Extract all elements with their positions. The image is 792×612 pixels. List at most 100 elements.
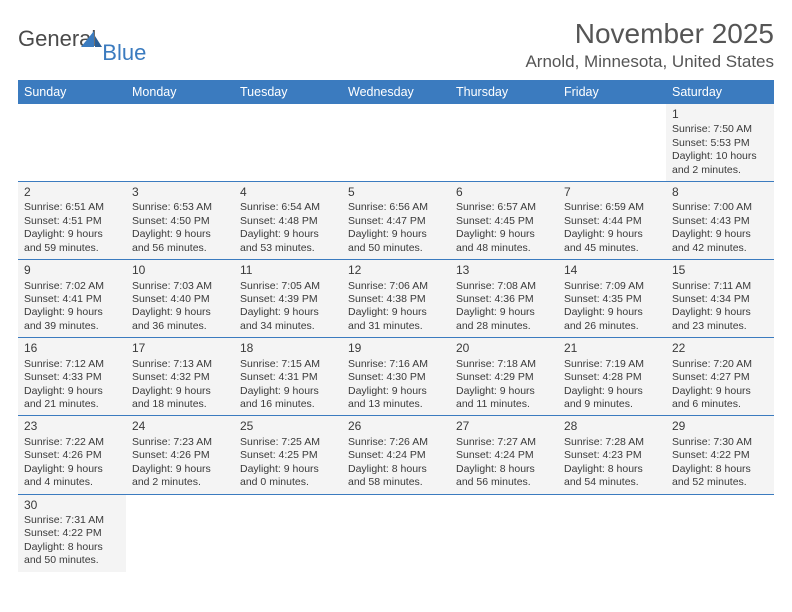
- sunset-text: Sunset: 4:45 PM: [456, 215, 552, 228]
- daylight-text: and 53 minutes.: [240, 242, 336, 255]
- location: Arnold, Minnesota, United States: [525, 52, 774, 72]
- sunset-text: Sunset: 4:36 PM: [456, 293, 552, 306]
- day-cell-28: 28Sunrise: 7:28 AMSunset: 4:23 PMDayligh…: [558, 416, 666, 493]
- sunset-text: Sunset: 4:30 PM: [348, 371, 444, 384]
- day-cell-empty: [666, 495, 774, 572]
- sunrise-text: Sunrise: 7:06 AM: [348, 280, 444, 293]
- week-row: 1Sunrise: 7:50 AMSunset: 5:53 PMDaylight…: [18, 104, 774, 182]
- day-cell-3: 3Sunrise: 6:53 AMSunset: 4:50 PMDaylight…: [126, 182, 234, 259]
- sunset-text: Sunset: 4:40 PM: [132, 293, 228, 306]
- daylight-text: Daylight: 10 hours: [672, 150, 768, 163]
- daylight-text: and 42 minutes.: [672, 242, 768, 255]
- day-cell-empty: [234, 104, 342, 181]
- sunrise-text: Sunrise: 7:18 AM: [456, 358, 552, 371]
- day-number: 12: [348, 263, 444, 278]
- daylight-text: and 39 minutes.: [24, 320, 120, 333]
- day-number: 6: [456, 185, 552, 200]
- sail-icon: [80, 28, 104, 54]
- weekday-header-row: SundayMondayTuesdayWednesdayThursdayFrid…: [18, 80, 774, 104]
- sunset-text: Sunset: 4:29 PM: [456, 371, 552, 384]
- daylight-text: and 4 minutes.: [24, 476, 120, 489]
- daylight-text: and 26 minutes.: [564, 320, 660, 333]
- day-number: 23: [24, 419, 120, 434]
- weekday-friday: Friday: [558, 80, 666, 104]
- sunrise-text: Sunrise: 7:09 AM: [564, 280, 660, 293]
- sunset-text: Sunset: 4:50 PM: [132, 215, 228, 228]
- sunset-text: Sunset: 4:44 PM: [564, 215, 660, 228]
- sunrise-text: Sunrise: 7:27 AM: [456, 436, 552, 449]
- day-cell-empty: [450, 104, 558, 181]
- day-cell-23: 23Sunrise: 7:22 AMSunset: 4:26 PMDayligh…: [18, 416, 126, 493]
- daylight-text: and 0 minutes.: [240, 476, 336, 489]
- day-cell-30: 30Sunrise: 7:31 AMSunset: 4:22 PMDayligh…: [18, 495, 126, 572]
- week-row: 16Sunrise: 7:12 AMSunset: 4:33 PMDayligh…: [18, 338, 774, 416]
- day-number: 21: [564, 341, 660, 356]
- daylight-text: Daylight: 9 hours: [24, 463, 120, 476]
- day-number: 5: [348, 185, 444, 200]
- day-cell-16: 16Sunrise: 7:12 AMSunset: 4:33 PMDayligh…: [18, 338, 126, 415]
- day-number: 7: [564, 185, 660, 200]
- day-cell-empty: [18, 104, 126, 181]
- day-cell-empty: [450, 495, 558, 572]
- daylight-text: and 2 minutes.: [132, 476, 228, 489]
- sunset-text: Sunset: 4:25 PM: [240, 449, 336, 462]
- day-number: 26: [348, 419, 444, 434]
- weekday-wednesday: Wednesday: [342, 80, 450, 104]
- daylight-text: Daylight: 8 hours: [348, 463, 444, 476]
- day-number: 10: [132, 263, 228, 278]
- day-cell-6: 6Sunrise: 6:57 AMSunset: 4:45 PMDaylight…: [450, 182, 558, 259]
- day-cell-22: 22Sunrise: 7:20 AMSunset: 4:27 PMDayligh…: [666, 338, 774, 415]
- day-number: 15: [672, 263, 768, 278]
- daylight-text: and 21 minutes.: [24, 398, 120, 411]
- title-block: November 2025 Arnold, Minnesota, United …: [525, 18, 774, 72]
- day-cell-11: 11Sunrise: 7:05 AMSunset: 4:39 PMDayligh…: [234, 260, 342, 337]
- sunrise-text: Sunrise: 7:20 AM: [672, 358, 768, 371]
- day-number: 28: [564, 419, 660, 434]
- logo: General Blue: [18, 18, 164, 52]
- sunrise-text: Sunrise: 7:30 AM: [672, 436, 768, 449]
- day-cell-26: 26Sunrise: 7:26 AMSunset: 4:24 PMDayligh…: [342, 416, 450, 493]
- sunrise-text: Sunrise: 7:12 AM: [24, 358, 120, 371]
- sunset-text: Sunset: 4:24 PM: [348, 449, 444, 462]
- day-cell-20: 20Sunrise: 7:18 AMSunset: 4:29 PMDayligh…: [450, 338, 558, 415]
- sunset-text: Sunset: 4:28 PM: [564, 371, 660, 384]
- day-number: 25: [240, 419, 336, 434]
- daylight-text: Daylight: 8 hours: [672, 463, 768, 476]
- daylight-text: Daylight: 9 hours: [672, 385, 768, 398]
- logo-text-2: Blue: [102, 40, 146, 66]
- daylight-text: Daylight: 9 hours: [24, 306, 120, 319]
- sunset-text: Sunset: 4:26 PM: [132, 449, 228, 462]
- sunrise-text: Sunrise: 7:03 AM: [132, 280, 228, 293]
- daylight-text: and 2 minutes.: [672, 164, 768, 177]
- day-cell-empty: [558, 104, 666, 181]
- day-number: 24: [132, 419, 228, 434]
- day-cell-27: 27Sunrise: 7:27 AMSunset: 4:24 PMDayligh…: [450, 416, 558, 493]
- day-number: 9: [24, 263, 120, 278]
- daylight-text: and 28 minutes.: [456, 320, 552, 333]
- weekday-monday: Monday: [126, 80, 234, 104]
- day-cell-19: 19Sunrise: 7:16 AMSunset: 4:30 PMDayligh…: [342, 338, 450, 415]
- sunset-text: Sunset: 4:51 PM: [24, 215, 120, 228]
- daylight-text: Daylight: 9 hours: [24, 385, 120, 398]
- calendar: SundayMondayTuesdayWednesdayThursdayFrid…: [18, 80, 774, 572]
- sunrise-text: Sunrise: 7:25 AM: [240, 436, 336, 449]
- daylight-text: and 54 minutes.: [564, 476, 660, 489]
- sunrise-text: Sunrise: 7:00 AM: [672, 201, 768, 214]
- sunset-text: Sunset: 4:22 PM: [672, 449, 768, 462]
- sunrise-text: Sunrise: 7:15 AM: [240, 358, 336, 371]
- sunrise-text: Sunrise: 7:22 AM: [24, 436, 120, 449]
- sunset-text: Sunset: 4:32 PM: [132, 371, 228, 384]
- daylight-text: Daylight: 9 hours: [348, 385, 444, 398]
- sunset-text: Sunset: 4:24 PM: [456, 449, 552, 462]
- daylight-text: and 9 minutes.: [564, 398, 660, 411]
- day-number: 30: [24, 498, 120, 513]
- daylight-text: and 13 minutes.: [348, 398, 444, 411]
- day-cell-empty: [126, 495, 234, 572]
- day-cell-24: 24Sunrise: 7:23 AMSunset: 4:26 PMDayligh…: [126, 416, 234, 493]
- daylight-text: and 31 minutes.: [348, 320, 444, 333]
- daylight-text: and 23 minutes.: [672, 320, 768, 333]
- day-cell-empty: [558, 495, 666, 572]
- daylight-text: Daylight: 9 hours: [24, 228, 120, 241]
- weekday-thursday: Thursday: [450, 80, 558, 104]
- day-number: 27: [456, 419, 552, 434]
